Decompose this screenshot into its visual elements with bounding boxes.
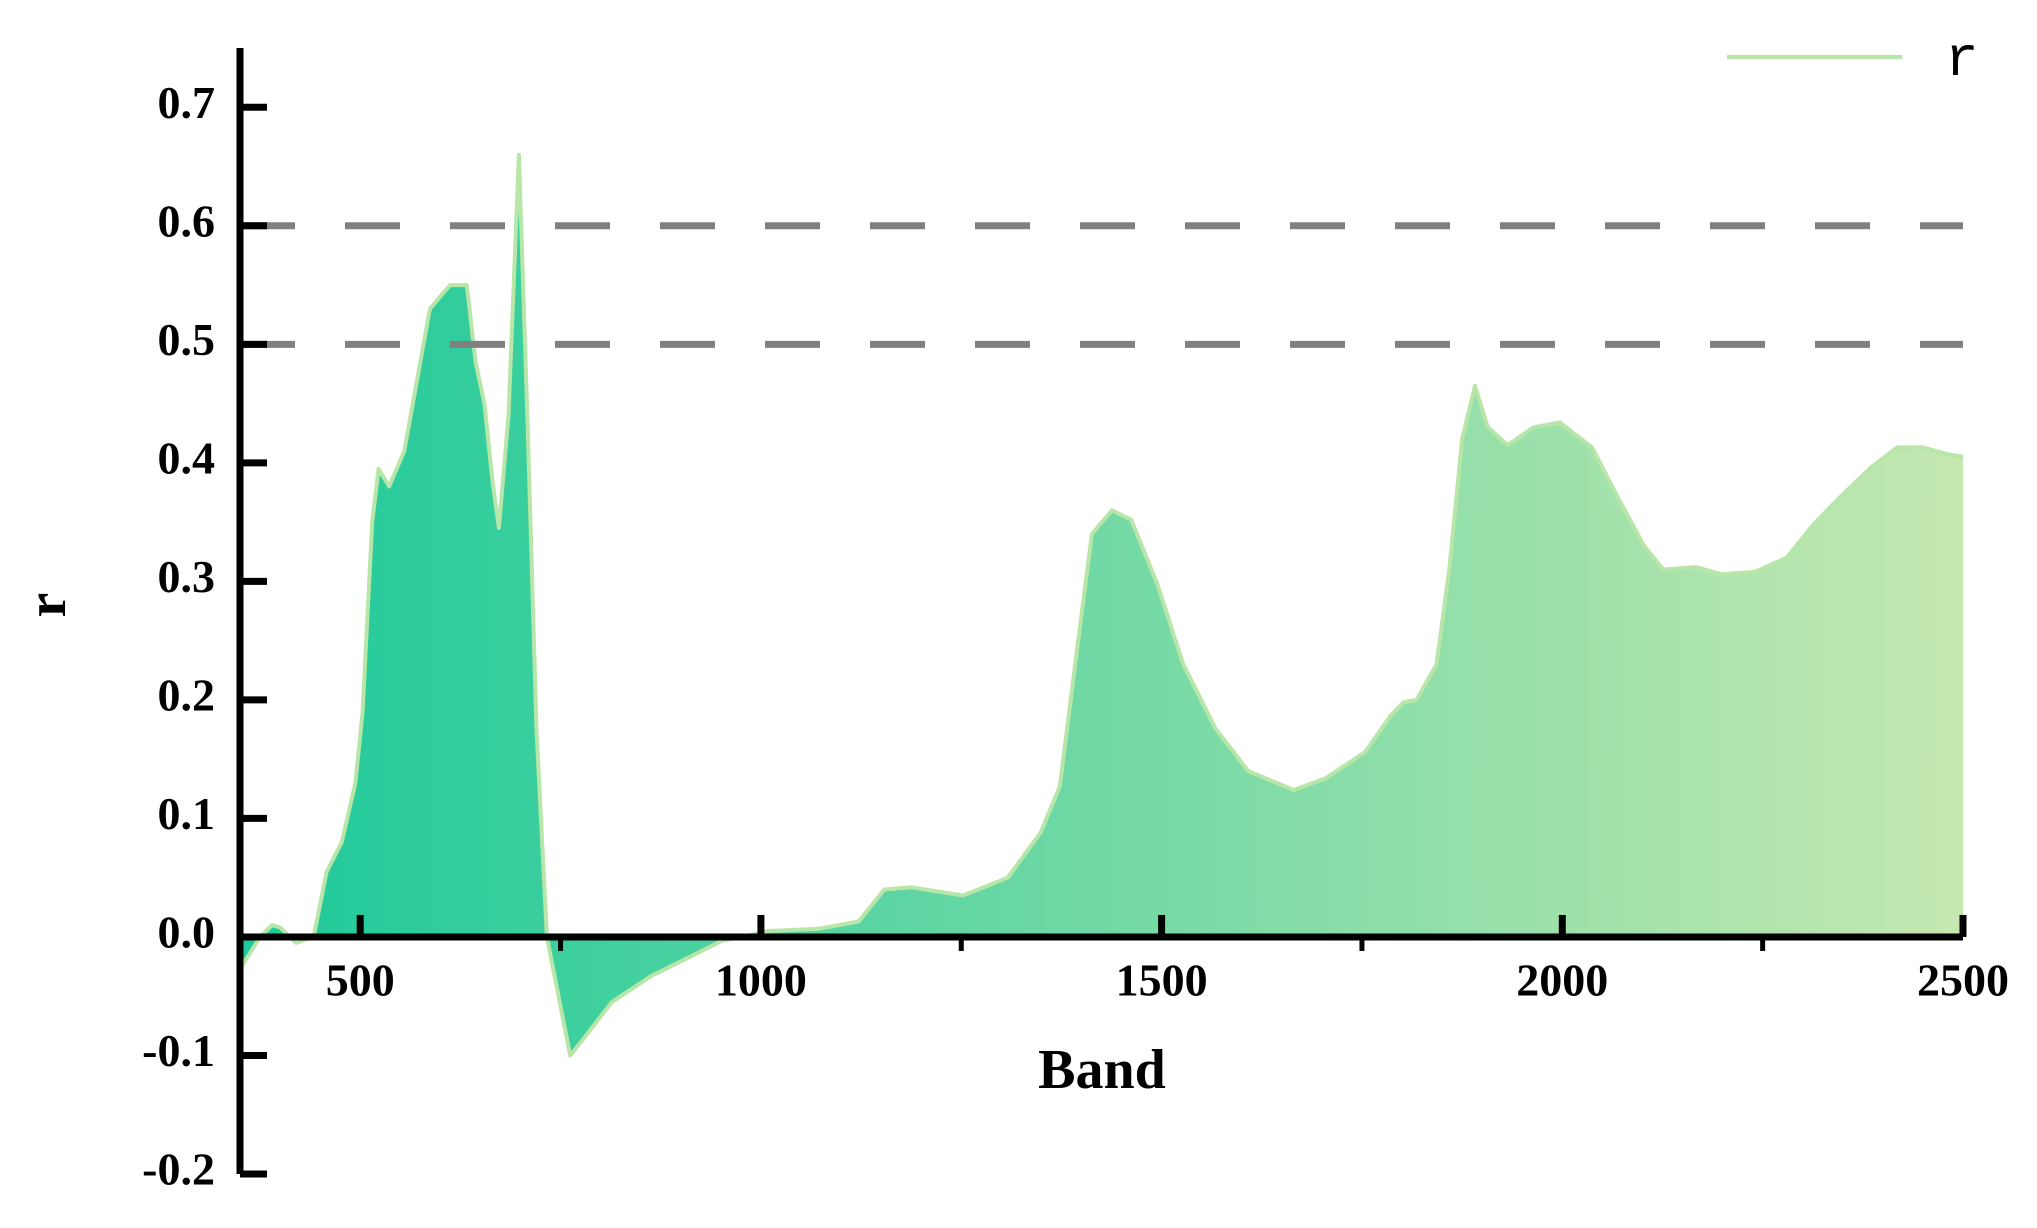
y-tick-label: -0.2 [142,1144,215,1195]
y-tick-label: 0.6 [158,195,216,246]
area [240,154,1963,1056]
x-tick-label: 1000 [715,955,807,1006]
x-tick-label: 500 [326,955,395,1006]
x-tick-label: 2500 [1917,955,2009,1006]
legend-label: r [1945,28,1979,92]
y-tick-label: 0.1 [158,788,216,839]
x-tick-label: 1500 [1116,955,1208,1006]
y-tick-label: 0.4 [158,432,216,483]
x-tick-label: 2000 [1516,955,1608,1006]
y-tick-label: 0.5 [158,314,216,365]
y-axis-title: r [16,593,78,618]
x-axis-title: Band [1038,1039,1166,1101]
y-tick-label: -0.1 [142,1025,215,1076]
y-tick-label: 0.0 [158,907,216,958]
line [238,152,1964,1058]
y-tick-label: 0.7 [158,77,216,128]
y-tick-label: 0.3 [158,551,216,602]
y-tick-label: 0.2 [158,669,216,720]
